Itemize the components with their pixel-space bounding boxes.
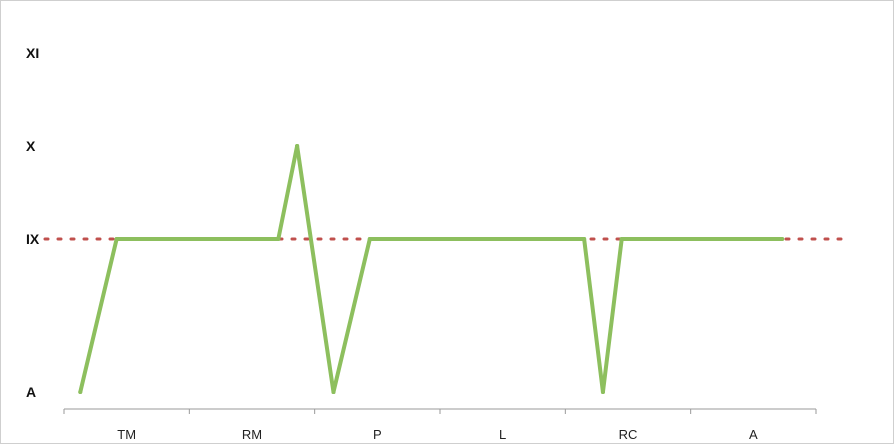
series-line-segment bbox=[78, 237, 119, 394]
series-point bbox=[780, 237, 785, 241]
y-tick-label-x: X bbox=[26, 138, 36, 154]
series-line-segment bbox=[331, 237, 372, 394]
series-line-segment bbox=[295, 144, 336, 394]
series-point bbox=[114, 237, 119, 241]
series-point bbox=[600, 390, 605, 394]
x-tick-label-rm: RM bbox=[242, 427, 262, 442]
x-tick-label-tm: TM bbox=[117, 427, 136, 442]
series-point bbox=[276, 237, 281, 241]
series-point bbox=[295, 144, 300, 148]
series-line-segment bbox=[600, 237, 624, 394]
series-point bbox=[619, 237, 624, 241]
x-tick-label-l: L bbox=[499, 427, 506, 442]
y-tick-label-xi: XI bbox=[26, 45, 39, 61]
series-point bbox=[331, 390, 336, 394]
series-line-segment bbox=[276, 144, 300, 241]
x-tick-label-p: P bbox=[373, 427, 382, 442]
series-line-segment bbox=[582, 237, 605, 394]
series-point bbox=[367, 237, 372, 241]
series-point bbox=[582, 237, 587, 241]
x-tick-label-a: A bbox=[749, 427, 758, 442]
y-tick-label-ix: IX bbox=[26, 231, 40, 247]
series-point bbox=[78, 390, 83, 394]
x-tick-label-rc: RC bbox=[619, 427, 638, 442]
y-tick-label-a: A bbox=[26, 384, 36, 400]
